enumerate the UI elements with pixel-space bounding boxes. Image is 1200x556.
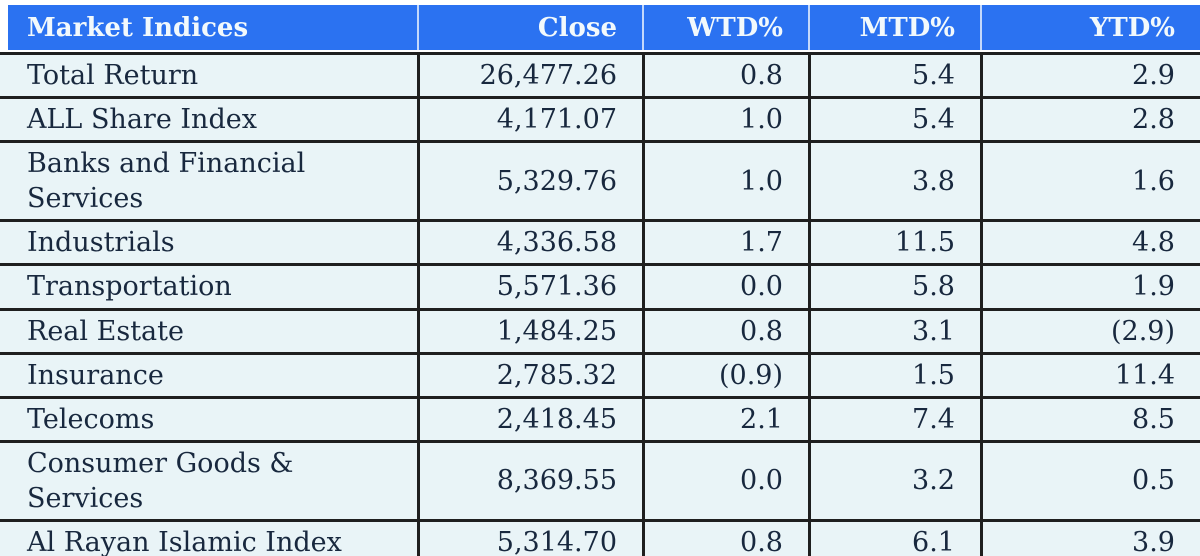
index-name-cell: Total Return <box>27 60 199 91</box>
mtd-value-cell: 3.1 <box>808 310 980 352</box>
mtd-value-cell: 3.8 <box>808 143 980 220</box>
header-cell-ytd: YTD% <box>980 5 1200 50</box>
wtd-value-cell: 0.0 <box>642 266 808 308</box>
header-cell-close: Close <box>417 5 642 50</box>
mtd-value-cell: 6.1 <box>808 522 980 556</box>
wtd-value-cell: 2.1 <box>642 398 808 440</box>
mtd-value-cell: 5.4 <box>808 99 980 141</box>
close-value-cell: 5,571.36 <box>417 266 642 308</box>
table-row: Total Return 26,477.26 0.8 5.4 2.9 <box>0 52 1200 97</box>
close-value-cell: 5,314.70 <box>417 522 642 556</box>
index-name-cell: Industrials <box>27 227 175 259</box>
mtd-value-cell: 11.5 <box>808 222 980 264</box>
ytd-value-cell: 4.8 <box>980 222 1200 264</box>
index-name-cell: Transportation <box>27 271 232 303</box>
table-row: Insurance 2,785.32 (0.9) 1.5 11.4 <box>0 351 1200 396</box>
wtd-value-cell: 0.8 <box>642 55 808 97</box>
mtd-value-cell: 3.2 <box>808 442 980 520</box>
ytd-value-cell: 2.8 <box>980 99 1200 141</box>
ytd-value-cell: 0.5 <box>980 442 1200 520</box>
close-value-cell: 8,369.55 <box>417 442 642 520</box>
index-name-cell: Al Rayan Islamic Index <box>27 527 342 556</box>
close-value-cell: 2,418.45 <box>417 398 642 440</box>
wtd-value-cell: 1.0 <box>642 99 808 141</box>
table-header-row: Market Indices Close WTD% MTD% YTD% <box>8 5 1200 50</box>
close-value-cell: 4,171.07 <box>417 99 642 141</box>
ytd-value-cell: 3.9 <box>980 522 1200 556</box>
wtd-value-cell: 1.7 <box>642 222 808 264</box>
ytd-value-cell: 11.4 <box>980 354 1200 396</box>
table-row: ALL Share Index 4,171.07 1.0 5.4 2.8 <box>0 96 1200 141</box>
wtd-value-cell: 0.8 <box>642 310 808 352</box>
close-value-cell: 1,484.25 <box>417 310 642 352</box>
close-value-cell: 2,785.32 <box>417 354 642 396</box>
ytd-value-cell: (2.9) <box>980 310 1200 352</box>
table-row: Industrials 4,336.58 1.7 11.5 4.8 <box>0 219 1200 264</box>
table-row: Consumer Goods & Services 8,369.55 0.0 3… <box>0 439 1200 520</box>
index-name-cell: Real Estate <box>27 315 184 347</box>
mtd-value-cell: 5.4 <box>808 55 980 97</box>
wtd-value-cell: 0.0 <box>642 442 808 520</box>
header-cell-mtd: MTD% <box>808 5 980 50</box>
index-name-cell: Banks and Financial Services <box>27 148 306 215</box>
table-row: Al Rayan Islamic Index 5,314.70 0.8 6.1 … <box>0 519 1200 556</box>
index-name-cell: ALL Share Index <box>27 104 257 136</box>
close-value-cell: 4,336.58 <box>417 222 642 264</box>
table-row: Telecoms 2,418.45 2.1 7.4 8.5 <box>0 395 1200 440</box>
index-name-cell: Insurance <box>27 359 164 391</box>
table-body: Total Return 26,477.26 0.8 5.4 2.9 ALL S… <box>0 52 1200 556</box>
wtd-value-cell: 0.8 <box>642 522 808 556</box>
table-row: Real Estate 1,484.25 0.8 3.1 (2.9) <box>0 307 1200 352</box>
mtd-value-cell: 7.4 <box>808 398 980 440</box>
close-value-cell: 5,329.76 <box>417 143 642 220</box>
ytd-value-cell: 8.5 <box>980 398 1200 440</box>
ytd-value-cell: 2.9 <box>980 55 1200 97</box>
wtd-value-cell: (0.9) <box>642 354 808 396</box>
ytd-value-cell: 1.9 <box>980 266 1200 308</box>
table-row: Banks and Financial Services 5,329.76 1.… <box>0 140 1200 220</box>
wtd-value-cell: 1.0 <box>642 143 808 220</box>
index-name-cell: Consumer Goods & Services <box>27 447 294 514</box>
index-name-cell: Telecoms <box>27 403 155 435</box>
mtd-value-cell: 5.8 <box>808 266 980 308</box>
table-row: Transportation 5,571.36 0.0 5.8 1.9 <box>0 263 1200 308</box>
close-value-cell: 26,477.26 <box>417 55 642 97</box>
mtd-value-cell: 1.5 <box>808 354 980 396</box>
header-cell-market-indices: Market Indices <box>27 12 249 43</box>
header-cell-wtd: WTD% <box>642 5 808 50</box>
ytd-value-cell: 1.6 <box>980 143 1200 220</box>
